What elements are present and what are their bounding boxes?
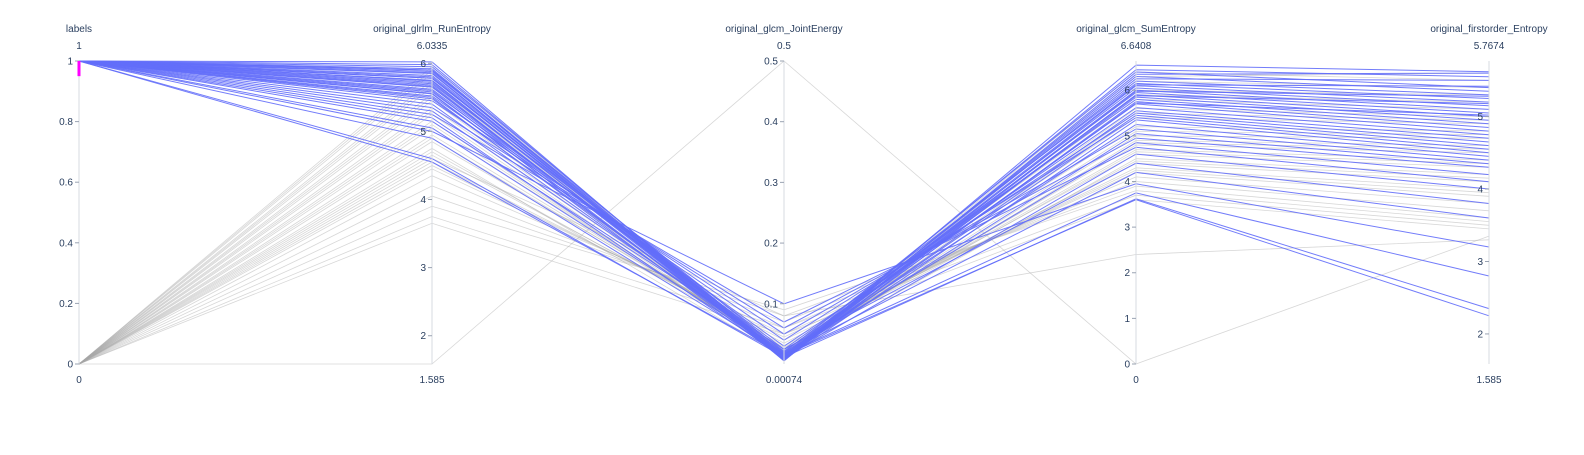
axis-title[interactable]: original_glcm_JointEnergy — [725, 24, 842, 35]
axis-range-min-label: 0 — [1133, 375, 1139, 386]
axis-tick-label: 0.4 — [764, 117, 778, 128]
axis-range-max-label: 1 — [76, 41, 82, 52]
constraint-range-brush[interactable] — [77, 61, 81, 77]
axis-tick-label: 0.2 — [764, 239, 778, 250]
axis-tick-label: 3 — [420, 263, 426, 274]
axis-tick-label: 0 — [1124, 360, 1130, 371]
axis-original_glcm_SumEntropy[interactable]: original_glcm_SumEntropy 6.6408 00 1 2 3 4 5 6 — [1076, 24, 1196, 386]
axis-tick-label: 0.8 — [59, 117, 73, 128]
axis-tick-label: 6 — [420, 59, 426, 70]
axis-tick-label: 4 — [1477, 185, 1483, 196]
axis-range-min-label: 0.00074 — [766, 375, 803, 386]
axis-tick-label: 0.6 — [59, 178, 73, 189]
axis-tick-label: 3 — [1124, 223, 1130, 234]
axis-tick-label: 5 — [420, 127, 426, 138]
axis-range-max-label: 0.5 — [777, 41, 791, 52]
axis-original_glrlm_RunEntropy[interactable]: original_glrlm_RunEntropy 6.0335 1.585 2 3 4 5… — [373, 24, 491, 386]
axis-tick-label: 2 — [1124, 268, 1130, 279]
axis-tick-label: 0.2 — [59, 299, 73, 310]
axis-tick-label: 2 — [1477, 329, 1483, 340]
axis-range-max-label: 5.7674 — [1474, 41, 1505, 52]
axis-range-min-label: 0 — [76, 375, 82, 386]
axis-tick-label: 0.3 — [764, 178, 778, 189]
axis-tick-label: 6 — [1124, 86, 1130, 97]
axis-tick-label: 0.5 — [764, 57, 778, 68]
axis-range-max-label: 6.0335 — [417, 41, 448, 52]
axis-original_firstorder_Entropy[interactable]: original_firstorder_Entropy 5.7674 1.585 2 3… — [1430, 24, 1547, 386]
axis-tick-label: 4 — [1124, 177, 1130, 188]
axis-title[interactable]: original_glcm_SumEntropy — [1076, 24, 1196, 35]
axes-layer: labels1000.20.40.60.81original_glrlm_Run… — [59, 24, 1548, 386]
axis-range-max-label: 6.6408 — [1121, 41, 1152, 52]
axis-range-min-label: 1.585 — [419, 375, 444, 386]
axis-title[interactable]: original_firstorder_Entropy — [1430, 24, 1547, 35]
axis-tick-label: 0 — [67, 360, 73, 371]
axis-tick-label: 1 — [1124, 314, 1130, 325]
axis-tick-label: 4 — [420, 195, 426, 206]
axis-tick-label: 1 — [67, 57, 73, 68]
axis-tick-label: 3 — [1477, 257, 1483, 268]
axis-original_glcm_JointEnergy[interactable]: original_glcm_JointEnergy 0.5 0.00074 0.1 0.… — [725, 24, 842, 386]
axis-tick-label: 5 — [1477, 112, 1483, 123]
axis-tick-label: 0.4 — [59, 238, 73, 249]
axis-tick-label: 2 — [420, 331, 426, 342]
axis-range-min-label: 1.585 — [1476, 375, 1501, 386]
axis-tick-label: 5 — [1124, 131, 1130, 142]
axis-labels[interactable]: labels 1 00 0.2 0.4 0.6 0.8 1 — [59, 24, 92, 386]
axis-title[interactable]: original_glrlm_RunEntropy — [373, 24, 491, 35]
axis-tick-label: 0.1 — [764, 299, 778, 310]
axis-title[interactable]: labels — [66, 24, 92, 35]
